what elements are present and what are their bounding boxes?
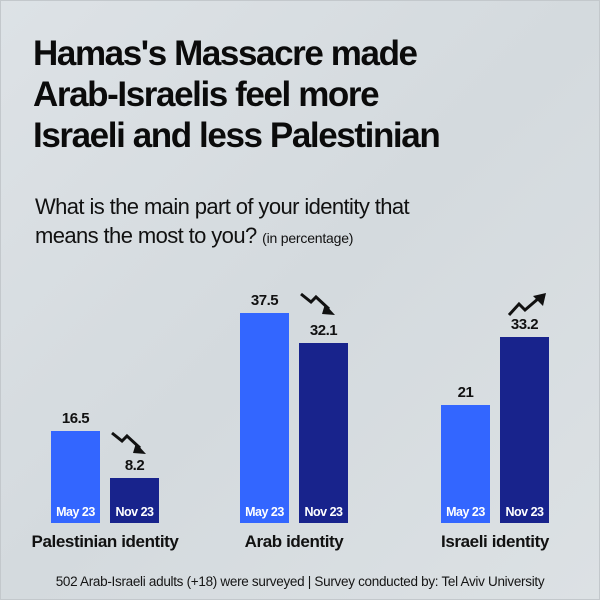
bar-value-label: 37.5	[250, 292, 279, 309]
bar-nov: Nov 23	[299, 343, 348, 523]
chart-title: Hamas's Massacre made Arab-Israelis feel…	[33, 33, 573, 156]
chart-subtitle: What is the main part of your identity t…	[35, 192, 575, 253]
subtitle-line-2: means the most to you? (in percentage)	[35, 221, 575, 253]
bar-may: May 23	[240, 313, 289, 523]
bar-series-label: Nov 23	[304, 505, 344, 519]
bar-value-label: 32.1	[309, 322, 338, 339]
bar-series-label: May 23	[446, 505, 485, 519]
title-line-1: Hamas's Massacre made	[33, 34, 418, 73]
bar-series-label: May 23	[245, 505, 284, 519]
category-label: Arab identity	[244, 532, 344, 551]
trend-down-arrow-icon	[110, 430, 154, 461]
bar-series-label: May 23	[56, 505, 95, 519]
subtitle-note: (in percentage)	[262, 230, 354, 246]
bar-nov: Nov 23	[500, 337, 549, 523]
bar-value-label: 21	[457, 384, 474, 401]
bar-nov: Nov 23	[110, 478, 159, 523]
category-label: Palestinian identity	[31, 532, 179, 551]
bar-value-label: 16.5	[61, 410, 90, 427]
trend-up-arrow-icon	[507, 292, 549, 323]
title-line-2: Arab-Israelis feel more	[33, 75, 380, 114]
bar-may: May 23	[441, 405, 490, 523]
bar-series-label: Nov 23	[115, 505, 155, 519]
category-label: Israeli identity	[441, 532, 549, 551]
bar-value-label: 33.2	[510, 316, 539, 333]
bar-may: May 23	[51, 431, 100, 523]
trend-down-arrow-icon	[299, 291, 343, 322]
footer-source: 502 Arab-Israeli adults (+18) were surve…	[55, 574, 545, 589]
bar-series-label: Nov 23	[505, 505, 545, 519]
title-line-3: Israeli and less Palestinian	[33, 116, 441, 155]
subtitle-text: means the most to you?	[35, 223, 257, 248]
subtitle-line-1: What is the main part of your identity t…	[35, 194, 410, 219]
bar-value-label: 8.2	[124, 457, 145, 474]
